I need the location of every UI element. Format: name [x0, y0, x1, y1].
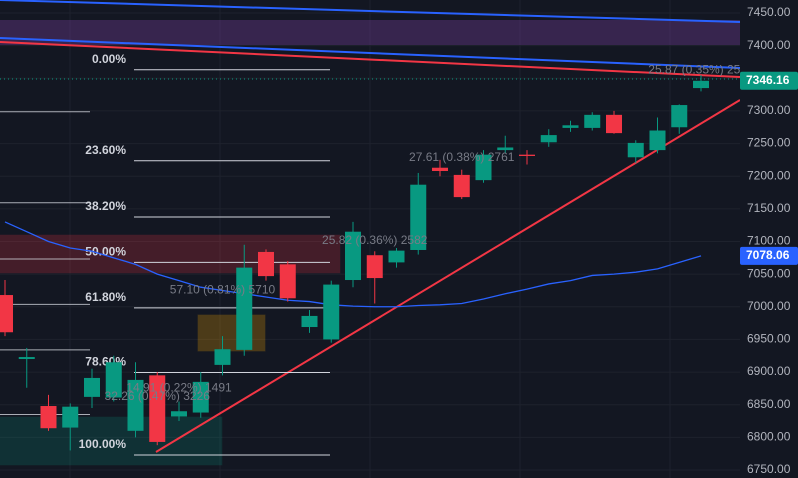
y-tick-label: 6950.00	[747, 332, 791, 346]
price-label-box	[740, 246, 798, 265]
price-label: 7078.06	[746, 248, 790, 262]
price-label: 7346.16	[746, 73, 790, 87]
y-axis: 6750.00 6800.00 6850.00 6900.00 6950.00 7000.…	[740, 5, 798, 476]
candle-body	[171, 411, 187, 417]
zone	[197, 314, 266, 352]
candle-body	[432, 167, 448, 171]
y-tick-label: 7400.00	[747, 38, 791, 52]
candle-body	[323, 284, 340, 340]
annotation: 25.87 (0.35%) 2587	[648, 63, 754, 77]
zone	[0, 20, 740, 45]
candle-body	[258, 251, 274, 277]
candle-body	[649, 130, 666, 151]
candle-body	[540, 135, 557, 143]
annotation: 25.82 (0.36%) 2582	[322, 233, 428, 247]
candle-body	[627, 142, 644, 158]
y-tick-label: 7150.00	[747, 201, 791, 215]
fib-label: 23.60%	[85, 143, 126, 157]
y-tick-label: 7000.00	[747, 299, 791, 313]
zone	[0, 234, 341, 274]
candle-body	[519, 154, 535, 156]
candle-body	[301, 315, 318, 328]
candle-body	[18, 357, 35, 360]
candle-body	[84, 377, 100, 397]
trend-line	[0, 37, 741, 69]
y-tick-label: 6800.00	[747, 430, 791, 444]
fib-label: 50.00%	[85, 245, 126, 259]
annotation: 27.61 (0.38%) 2761	[409, 150, 515, 164]
candle-body	[410, 184, 427, 250]
candle-body	[149, 375, 166, 442]
candle-body	[693, 80, 709, 89]
candle-body	[584, 114, 601, 128]
candle-body	[345, 231, 361, 281]
y-tick-label: 7100.00	[747, 234, 791, 248]
plot: 25.87 (0.35%) 2587 27.61 (0.38%) 2761 25.8…	[0, 63, 754, 451]
trend-line	[0, 0, 741, 23]
y-tick-label: 6750.00	[747, 462, 791, 476]
candle-body	[40, 406, 57, 429]
zone	[0, 416, 223, 466]
trend-line	[0, 41, 741, 78]
candle-body	[497, 147, 514, 151]
candle-body	[214, 349, 231, 365]
candle-body	[236, 267, 253, 350]
candle-body	[192, 381, 209, 413]
fib-label: 0.00%	[92, 52, 126, 66]
candle-body	[388, 250, 405, 263]
annotation: 57.10 (0.81%) 5710	[170, 283, 276, 297]
candle-body	[475, 154, 492, 181]
y-tick-label: 7450.00	[747, 5, 791, 19]
fib-label: 61.80%	[85, 290, 126, 304]
y-tick-label: 7200.00	[747, 168, 791, 182]
fib: 0.00%23.60%38.20%50.00%61.80%78.60%100.0…	[0, 52, 330, 456]
candle-body	[453, 174, 470, 198]
candle-body	[105, 362, 122, 398]
candle-body	[279, 264, 296, 299]
y-tick-label: 7050.00	[747, 266, 791, 280]
candle-body	[562, 125, 579, 128]
fib-label: 38.20%	[85, 199, 126, 213]
price-label-box	[740, 71, 798, 90]
moving-average	[4, 221, 702, 308]
y-tick-label: 6900.00	[747, 364, 791, 378]
candle-body	[127, 379, 144, 431]
annotation: 14.91 (0.22%) 1491	[126, 381, 232, 395]
trend-line	[155, 99, 741, 453]
fib-label: 100.00%	[79, 437, 127, 451]
annotation: 32.26 (0.47%) 3226	[105, 389, 211, 403]
candle-body	[366, 255, 383, 279]
candle-body	[0, 295, 13, 333]
candle-body	[606, 114, 622, 134]
candle-body	[671, 105, 688, 128]
y-tick-label: 7250.00	[747, 136, 791, 150]
y-tick-label: 7300.00	[747, 103, 791, 117]
candle-body	[62, 406, 79, 428]
y-tick-label: 6850.00	[747, 397, 791, 411]
